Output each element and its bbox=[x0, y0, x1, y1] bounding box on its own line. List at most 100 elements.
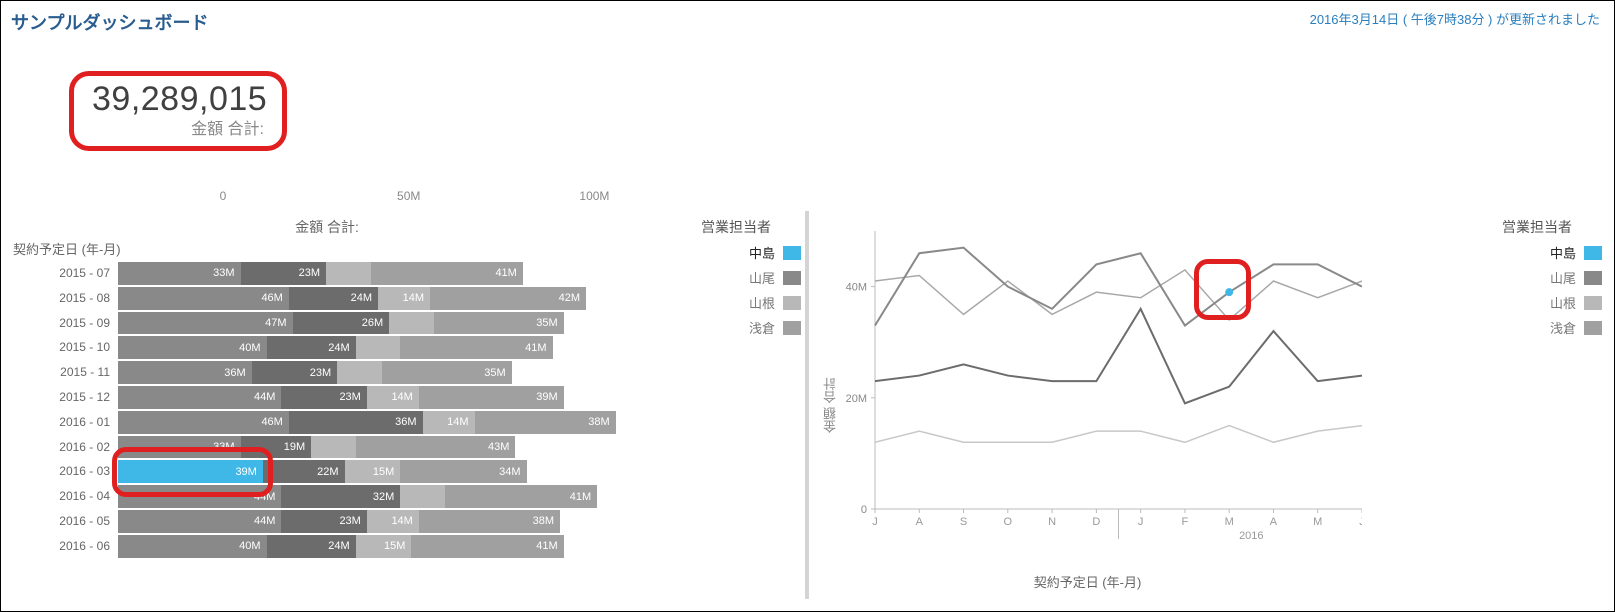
kpi-value: 39,289,015 bbox=[92, 80, 264, 119]
bar-segment[interactable]: 41M bbox=[400, 336, 552, 359]
svg-text:M: M bbox=[1225, 516, 1234, 528]
svg-text:J: J bbox=[1359, 516, 1362, 528]
bar-segment[interactable]: 14M bbox=[367, 386, 419, 409]
bar-segment[interactable]: 15M bbox=[356, 535, 412, 558]
bar-segment[interactable]: 40M bbox=[118, 336, 267, 359]
bar-row[interactable]: 2015 - 0733M23M41M bbox=[118, 261, 641, 286]
bar-segment[interactable] bbox=[337, 361, 382, 384]
bar-segment[interactable]: 40M bbox=[118, 535, 267, 558]
bar-row[interactable]: 2016 - 0339M22M15M34M bbox=[118, 459, 641, 484]
bar-chart-title: 金額 合計: bbox=[13, 217, 641, 237]
svg-text:40M: 40M bbox=[846, 282, 867, 294]
bar-chart-panel: 金額 合計: 契約予定日 (年-月) 050M100M 2015 - 0733M… bbox=[13, 211, 801, 599]
bar-segment[interactable]: 35M bbox=[382, 361, 512, 384]
bar-segment[interactable]: 22M bbox=[263, 460, 345, 483]
bar-segment[interactable] bbox=[311, 436, 356, 459]
bar-segment[interactable]: 44M bbox=[118, 485, 281, 508]
bar-segment[interactable]: 15M bbox=[345, 460, 401, 483]
legend-item-中島[interactable]: 中島 bbox=[651, 243, 801, 262]
bar-segment[interactable]: 36M bbox=[118, 361, 252, 384]
bar-row[interactable]: 2015 - 0846M24M14M42M bbox=[118, 286, 641, 311]
bar-segment[interactable]: 36M bbox=[289, 411, 423, 434]
bar-segment[interactable]: 42M bbox=[430, 287, 586, 310]
legend-item-浅倉[interactable]: 浅倉 bbox=[1452, 318, 1602, 337]
bar-segment[interactable]: 41M bbox=[411, 535, 563, 558]
bar-segment[interactable] bbox=[356, 336, 401, 359]
legend-item-山尾[interactable]: 山尾 bbox=[651, 268, 801, 287]
legend-item-山根[interactable]: 山根 bbox=[1452, 293, 1602, 312]
bar-row[interactable]: 2015 - 0947M26M35M bbox=[118, 311, 641, 336]
bar-row-label: 2016 - 01 bbox=[13, 410, 118, 435]
bar-row[interactable]: 2016 - 0444M32M41M bbox=[118, 484, 641, 509]
bar-segment[interactable]: 23M bbox=[281, 386, 366, 409]
bar-segment[interactable]: 47M bbox=[118, 312, 293, 335]
bar-segment[interactable] bbox=[389, 312, 434, 335]
bar-segment[interactable]: 23M bbox=[241, 262, 326, 285]
bar-segment[interactable]: 39M bbox=[118, 460, 263, 483]
line-series-山根[interactable] bbox=[875, 426, 1362, 443]
bar-segment[interactable]: 19M bbox=[241, 436, 312, 459]
bar-segment[interactable] bbox=[326, 262, 371, 285]
line-series-山尾[interactable] bbox=[875, 309, 1362, 404]
svg-text:S: S bbox=[960, 516, 967, 528]
svg-text:A: A bbox=[1270, 516, 1278, 528]
bar-row[interactable]: 2015 - 1244M23M14M39M bbox=[118, 385, 641, 410]
bar-segment[interactable]: 44M bbox=[118, 386, 281, 409]
bar-segment[interactable]: 23M bbox=[281, 510, 366, 533]
bar-segment[interactable] bbox=[400, 485, 445, 508]
bar-segment[interactable]: 14M bbox=[367, 510, 419, 533]
legend-item-山尾[interactable]: 山尾 bbox=[1452, 268, 1602, 287]
legend-item-中島[interactable]: 中島 bbox=[1452, 243, 1602, 262]
highlight-point[interactable] bbox=[1225, 288, 1233, 296]
bar-segment[interactable]: 46M bbox=[118, 287, 289, 310]
bar-row[interactable]: 2016 - 0146M36M14M38M bbox=[118, 410, 641, 435]
bar-segment[interactable]: 35M bbox=[434, 312, 564, 335]
bar-segment[interactable]: 41M bbox=[445, 485, 597, 508]
chart-panels: 金額 合計: 契約予定日 (年-月) 050M100M 2015 - 0733M… bbox=[13, 211, 1602, 599]
svg-text:2016: 2016 bbox=[1239, 530, 1263, 542]
svg-text:O: O bbox=[1004, 516, 1013, 528]
bar-row-label: 2015 - 12 bbox=[13, 385, 118, 410]
bar-segment[interactable]: 41M bbox=[371, 262, 523, 285]
bar-row[interactable]: 2016 - 0544M23M14M38M bbox=[118, 509, 641, 534]
bar-chart-area[interactable]: 2015 - 0733M23M41M2015 - 0846M24M14M42M2… bbox=[13, 261, 641, 599]
bar-row-label: 2016 - 06 bbox=[13, 534, 118, 559]
bar-chart-y-axis-label: 契約予定日 (年-月) bbox=[13, 239, 121, 258]
bar-segment[interactable]: 24M bbox=[267, 336, 356, 359]
bar-segment[interactable]: 23M bbox=[252, 361, 337, 384]
bar-segment[interactable]: 44M bbox=[118, 510, 281, 533]
bar-segment[interactable]: 38M bbox=[419, 510, 560, 533]
dashboard-title: サンプルダッシュボード bbox=[11, 9, 208, 35]
bar-segment[interactable]: 39M bbox=[419, 386, 564, 409]
bar-row[interactable]: 2015 - 1040M24M41M bbox=[118, 335, 641, 360]
bar-segment[interactable]: 26M bbox=[293, 312, 390, 335]
bar-chart-legend: 営業担当者 中島山尾山根浅倉 bbox=[651, 217, 801, 343]
bar-segment[interactable]: 43M bbox=[356, 436, 516, 459]
svg-text:J: J bbox=[872, 516, 878, 528]
legend-item-浅倉[interactable]: 浅倉 bbox=[651, 318, 801, 337]
line-chart-area[interactable]: 020M40MJASONDJFMAMJ2016 bbox=[845, 231, 1362, 549]
bar-row[interactable]: 2016 - 0233M19M43M bbox=[118, 435, 641, 460]
bar-segment[interactable]: 33M bbox=[118, 436, 241, 459]
bar-segment[interactable]: 24M bbox=[289, 287, 378, 310]
bar-segment[interactable]: 14M bbox=[378, 287, 430, 310]
kpi-callout: 39,289,015 金額 合計: bbox=[69, 71, 287, 151]
legend-title: 営業担当者 bbox=[1452, 217, 1602, 237]
bar-segment[interactable]: 33M bbox=[118, 262, 241, 285]
bar-segment[interactable]: 38M bbox=[475, 411, 616, 434]
line-chart-y-axis-label: 金額 合計 bbox=[821, 377, 840, 433]
bar-segment[interactable]: 34M bbox=[400, 460, 526, 483]
bar-segment[interactable]: 32M bbox=[281, 485, 400, 508]
bar-row[interactable]: 2016 - 0640M24M15M41M bbox=[118, 534, 641, 559]
bar-row[interactable]: 2015 - 1136M23M35M bbox=[118, 360, 641, 385]
svg-text:A: A bbox=[916, 516, 924, 528]
line-series-浅倉[interactable] bbox=[875, 270, 1362, 320]
panel-divider bbox=[805, 211, 809, 599]
bar-segment[interactable]: 24M bbox=[267, 535, 356, 558]
bar-row-label: 2016 - 03 bbox=[13, 459, 118, 484]
bar-segment[interactable]: 46M bbox=[118, 411, 289, 434]
bar-row-label: 2016 - 05 bbox=[13, 509, 118, 534]
legend-item-山根[interactable]: 山根 bbox=[651, 293, 801, 312]
bar-segment[interactable]: 14M bbox=[423, 411, 475, 434]
line-chart-panel: 金額 合計 020M40MJASONDJFMAMJ2016 契約予定日 (年-月… bbox=[813, 211, 1602, 599]
